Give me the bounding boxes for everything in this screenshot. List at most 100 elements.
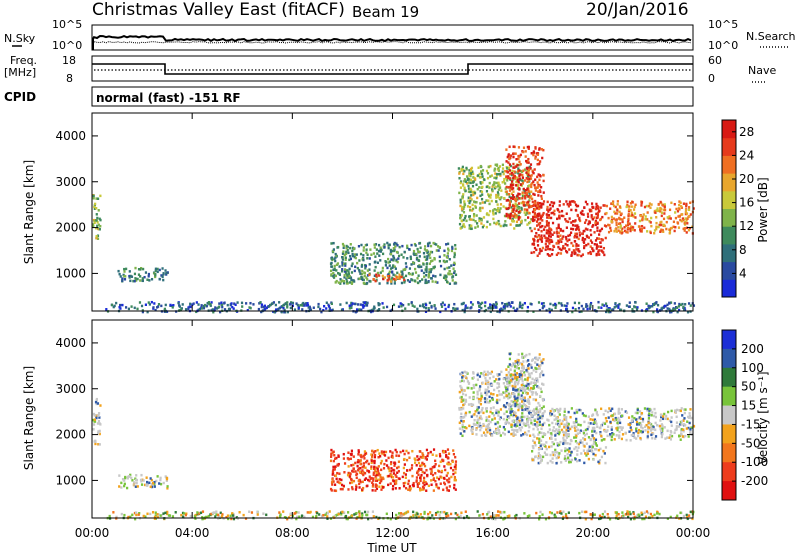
- velocity-cell: [654, 411, 657, 415]
- velocity-cell: [516, 428, 519, 432]
- velocity-cell: [390, 473, 393, 477]
- power-cell: [252, 303, 255, 306]
- power-cell: [586, 212, 590, 216]
- velocity-cell: [437, 486, 440, 490]
- power-cell: [98, 227, 101, 231]
- velocity-cell: [403, 457, 406, 461]
- velocity-cell: [408, 468, 412, 472]
- velocity-cell: [505, 394, 508, 397]
- velocity-cell: [615, 514, 618, 518]
- velocity-cell: [618, 430, 621, 434]
- power-cell: [390, 258, 393, 261]
- velocity-cell: [539, 439, 543, 442]
- velocity-cell: [370, 467, 373, 470]
- velocity-cell: [362, 462, 366, 465]
- power-cell: [452, 267, 455, 270]
- power-cell: [334, 256, 337, 259]
- velocity-cell: [372, 479, 375, 482]
- power-cell: [331, 308, 334, 312]
- power-cell: [546, 253, 549, 256]
- velocity-cell: [449, 466, 453, 470]
- power-cell: [553, 209, 556, 213]
- velocity-cell: [599, 426, 602, 430]
- power-cell: [468, 172, 471, 175]
- power-cell: [533, 246, 537, 250]
- power-cell: [508, 163, 512, 166]
- velocity-cell: [591, 450, 594, 453]
- velocity-cell: [343, 462, 347, 465]
- power-cell: [330, 273, 333, 276]
- power-cell: [607, 230, 611, 234]
- velocity-cell: [459, 416, 462, 419]
- velocity-cell: [359, 459, 362, 462]
- velocity-cell: [444, 468, 447, 472]
- power-cell: [320, 310, 323, 314]
- velocity-cell: [497, 411, 500, 414]
- power-cell: [572, 249, 575, 252]
- velocity-cell: [472, 371, 475, 374]
- velocity-cell: [496, 510, 500, 513]
- velocity-cell: [647, 418, 650, 421]
- power-cell: [482, 224, 485, 227]
- power-cell: [544, 242, 547, 246]
- power-cell: [506, 167, 509, 170]
- power-cell: [563, 304, 566, 307]
- velocity-cell: [518, 423, 522, 427]
- power-cell: [681, 217, 685, 220]
- velocity-cell: [532, 384, 535, 388]
- velocity-cell: [536, 385, 539, 388]
- velocity-cell: [385, 459, 388, 462]
- power-cell: [586, 235, 589, 239]
- power-cell: [128, 270, 131, 273]
- power-cell: [549, 247, 552, 251]
- power-cell: [517, 186, 521, 190]
- velocity-cell: [523, 388, 527, 392]
- velocity-cell: [661, 432, 664, 436]
- power-cell: [530, 152, 533, 155]
- power-cell: [163, 307, 167, 311]
- power-cell: [620, 212, 623, 215]
- power-cell: [154, 269, 157, 273]
- velocity-cell: [510, 400, 513, 403]
- velocity-cell: [461, 416, 465, 419]
- velocity-cell: [406, 510, 410, 513]
- velocity-cell: [558, 409, 561, 412]
- velocity-cell: [470, 404, 473, 407]
- velocity-cell: [599, 430, 602, 434]
- velocity-cell: [504, 386, 508, 390]
- velocity-cell: [560, 422, 563, 426]
- power-cell: [687, 302, 691, 305]
- power-cell: [501, 167, 505, 170]
- power-cell: [348, 304, 351, 307]
- velocity-cell: [526, 415, 529, 418]
- velocity-cell: [411, 449, 414, 453]
- power-cell: [394, 245, 397, 248]
- velocity-cell: [670, 409, 673, 413]
- velocity-cell: [526, 378, 529, 382]
- velocity-cell: [525, 387, 528, 391]
- power-cell: [388, 276, 391, 279]
- power-cell: [570, 221, 573, 224]
- velocity-cell: [514, 411, 517, 415]
- power-cell: [479, 190, 482, 193]
- power-colorbar-tick-label: 24: [739, 148, 754, 162]
- power-cell: [527, 171, 530, 174]
- velocity-cell: [159, 514, 162, 517]
- velocity-cell: [538, 439, 541, 442]
- power-cell: [575, 248, 578, 251]
- power-cell: [453, 270, 456, 273]
- power-cell: [666, 303, 669, 307]
- power-cell: [512, 190, 515, 193]
- power-cell: [551, 233, 554, 237]
- power-cell: [429, 270, 432, 274]
- velocity-cell: [496, 432, 499, 435]
- velocity-cell: [646, 409, 649, 412]
- velocity-cell: [393, 464, 396, 467]
- velocity-cell: [133, 511, 137, 515]
- velocity-cell: [576, 441, 579, 445]
- power-cell: [319, 307, 322, 311]
- velocity-cell: [432, 448, 436, 451]
- velocity-cell: [682, 423, 686, 426]
- power-cell: [575, 227, 579, 230]
- power-cell: [646, 211, 649, 214]
